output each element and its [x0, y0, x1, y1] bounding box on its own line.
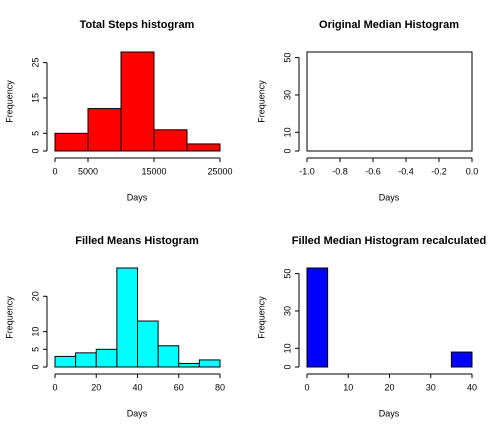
- x-tick-label: 25000: [207, 166, 232, 176]
- x-tick-label: 80: [215, 382, 225, 392]
- bar: [54, 355, 77, 368]
- y-axis-label: Frequency: [256, 80, 266, 123]
- x-tick-label: 40: [467, 382, 477, 392]
- bar: [120, 51, 155, 152]
- chart-title: Original Median Histogram: [319, 19, 459, 31]
- bar: [186, 143, 221, 152]
- x-tick-label: 20: [384, 382, 394, 392]
- y-tick-label: 30: [282, 306, 292, 316]
- bar: [306, 51, 473, 152]
- y-tick-label: 0: [30, 148, 40, 153]
- bar: [75, 352, 97, 368]
- y-tick-label: 20: [30, 291, 40, 301]
- bar: [450, 351, 473, 368]
- y-tick-label: 0: [282, 364, 292, 369]
- x-tick-label: 0: [52, 166, 57, 176]
- y-tick-label: 25: [30, 58, 40, 68]
- x-tick-label: 15000: [141, 166, 166, 176]
- x-tick-label: -1.0: [299, 166, 315, 176]
- y-tick-label: 50: [282, 269, 292, 279]
- y-tick-label: 5: [30, 347, 40, 352]
- y-axis-label: Frequency: [4, 80, 14, 123]
- bar: [198, 359, 221, 368]
- x-tick-label: 0.0: [466, 166, 479, 176]
- bar: [54, 132, 89, 152]
- bar: [178, 362, 200, 368]
- y-tick-label: 5: [30, 131, 40, 136]
- y-tick-label: 0: [30, 364, 40, 369]
- x-tick-label: -0.6: [365, 166, 381, 176]
- y-axis-label: Frequency: [4, 296, 14, 339]
- x-tick-label: 0: [52, 382, 57, 392]
- x-tick-label: -0.2: [431, 166, 447, 176]
- y-tick-label: 0: [282, 148, 292, 153]
- x-tick-label: 0: [304, 382, 309, 392]
- chart-title: Filled Means Histogram: [75, 235, 199, 247]
- x-tick-label: 5000: [78, 166, 98, 176]
- chart-title: Filled Median Histogram recalculated: [292, 235, 486, 247]
- x-axis-label: Days: [379, 408, 400, 418]
- bar: [306, 267, 329, 368]
- x-axis-label: Days: [127, 192, 148, 202]
- x-tick-label: -0.4: [398, 166, 414, 176]
- bar: [87, 108, 122, 152]
- x-tick-label: 10: [343, 382, 353, 392]
- y-tick-label: 50: [282, 53, 292, 63]
- bar: [95, 348, 118, 368]
- bar: [137, 320, 159, 368]
- bar: [153, 129, 188, 152]
- y-axis-label: Frequency: [256, 296, 266, 339]
- bar: [116, 267, 138, 368]
- y-tick-label: 10: [282, 343, 292, 353]
- x-tick-label: 40: [132, 382, 142, 392]
- bar: [157, 345, 180, 368]
- x-axis-label: Days: [127, 408, 148, 418]
- x-tick-label: 30: [426, 382, 436, 392]
- y-tick-label: 30: [282, 90, 292, 100]
- x-tick-label: 20: [91, 382, 101, 392]
- x-tick-label: -0.8: [332, 166, 348, 176]
- y-tick-label: 10: [282, 127, 292, 137]
- x-axis-label: Days: [379, 192, 400, 202]
- x-tick-label: 60: [174, 382, 184, 392]
- chart-title: Total Steps histogram: [80, 19, 195, 31]
- y-tick-label: 15: [30, 93, 40, 103]
- y-tick-label: 10: [30, 327, 40, 337]
